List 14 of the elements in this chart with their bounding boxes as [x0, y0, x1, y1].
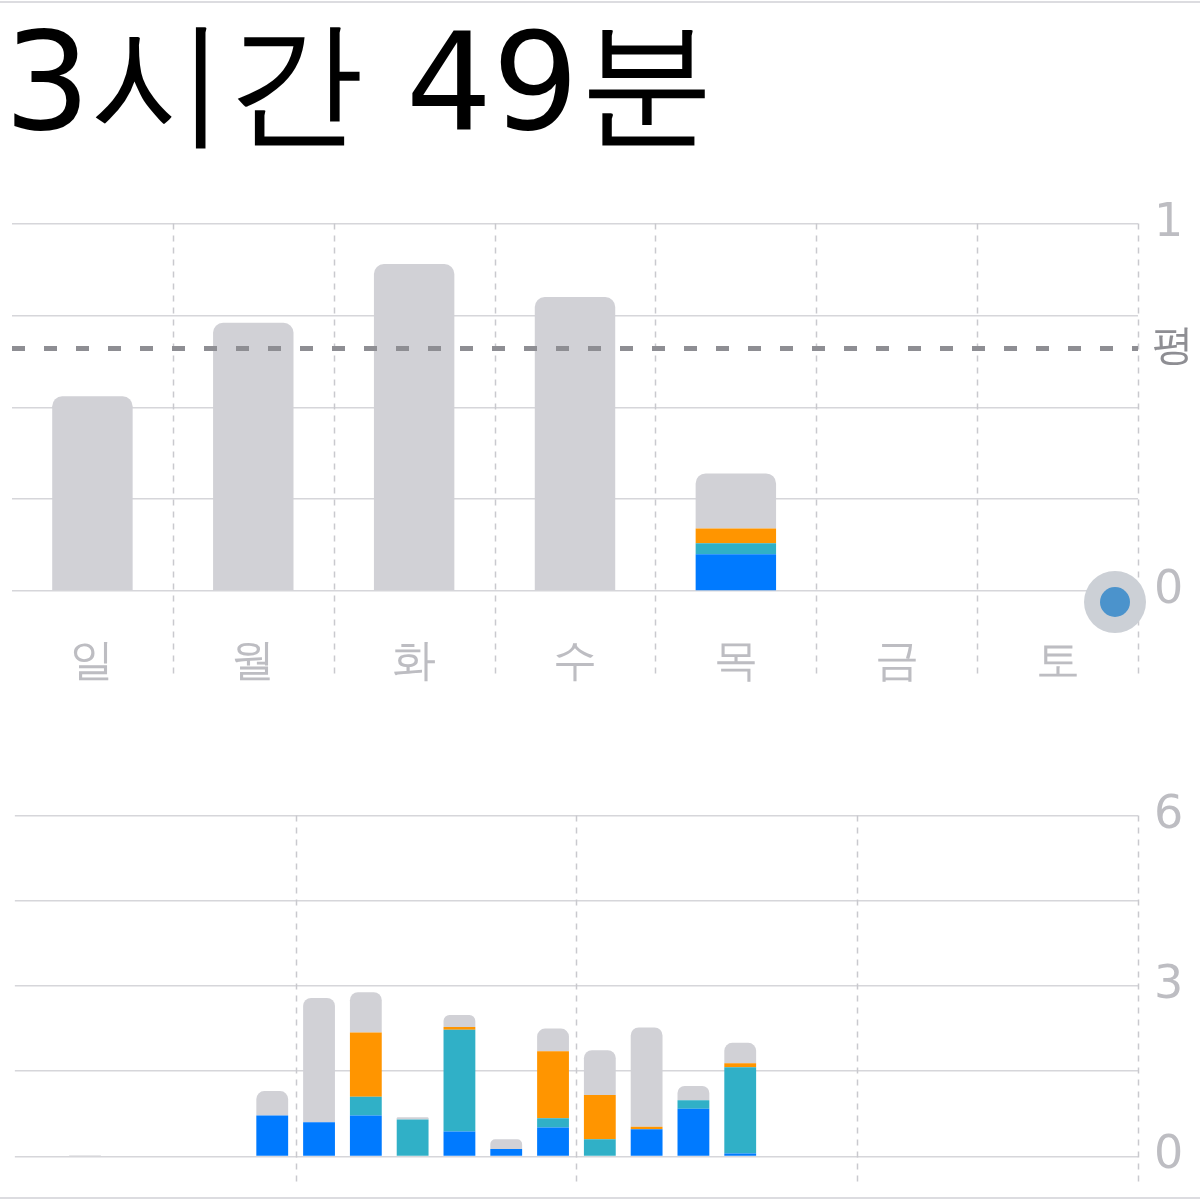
x-tick-label: 월 [231, 633, 276, 685]
x-tick-label: 수 [553, 633, 597, 685]
y-tick-label: 0 [1154, 559, 1184, 614]
x-tick-label: 화 [392, 633, 437, 685]
chart-title: 3시간 49분 [4, 3, 715, 161]
x-tick-label: 일 [70, 633, 115, 685]
y-tick-label: 1 [1154, 192, 1184, 247]
y-tick-label: 3 [1154, 954, 1184, 1009]
ref-line-label: 평 [1152, 320, 1194, 370]
x-tick-label: 금 [874, 633, 919, 685]
y-tick-label: 0 [1154, 1125, 1184, 1180]
y-tick-label: 6 [1154, 784, 1184, 839]
x-tick-label: 토 [1035, 633, 1080, 685]
x-tick-label: 목 [713, 633, 758, 685]
